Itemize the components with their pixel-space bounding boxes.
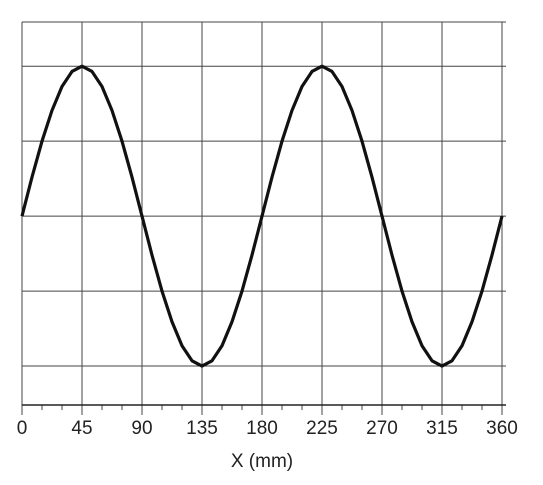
x-tick-label: 360 [486,418,518,439]
x-tick-label: 315 [426,418,458,439]
x-tick-label: 270 [366,418,398,439]
x-tick-label: 225 [306,418,338,439]
x-tick-label: 45 [71,418,92,439]
curve [20,64,504,368]
x-tick-label: 180 [246,418,278,439]
x-tick-label: 90 [131,418,152,439]
x-axis-label: X (mm) [231,451,293,472]
x-tick-label: 0 [17,418,28,439]
x-tick-label: 135 [186,418,218,439]
